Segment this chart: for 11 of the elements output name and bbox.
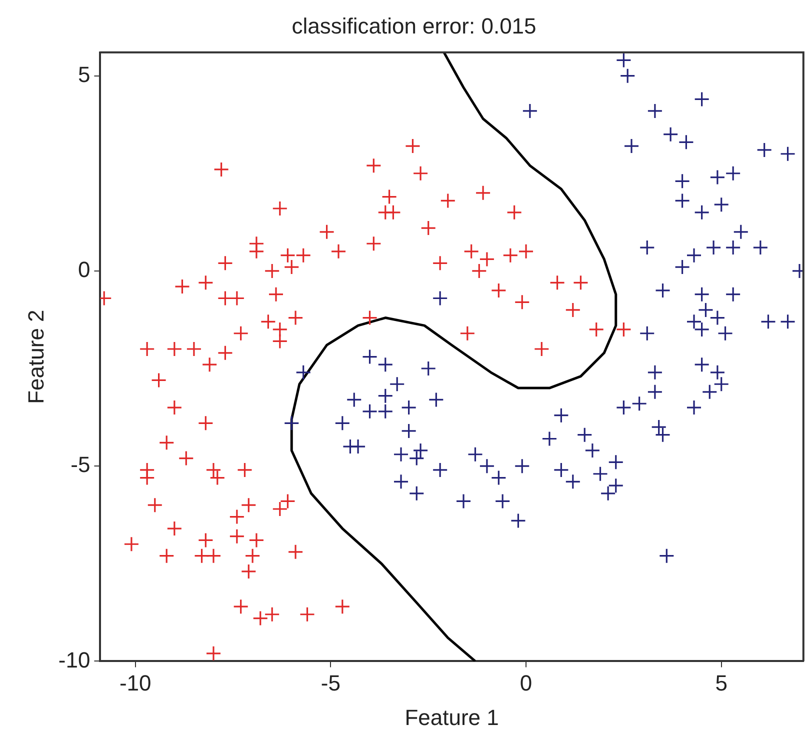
x-tick-label: -10 bbox=[119, 670, 152, 696]
x-axis-title: Feature 1 bbox=[404, 704, 499, 730]
y-tick-label: -5 bbox=[70, 452, 90, 478]
y-tick-label: 5 bbox=[78, 62, 90, 87]
x-tick-label: -5 bbox=[320, 670, 340, 696]
chart-title: classification error: 0.015 bbox=[292, 13, 536, 38]
x-tick-label: 5 bbox=[715, 670, 728, 696]
y-tick-label: -10 bbox=[58, 647, 90, 672]
x-tick-label: 0 bbox=[520, 670, 532, 696]
y-tick-label: 0 bbox=[78, 257, 90, 282]
y-axis-title: Feature 2 bbox=[23, 310, 48, 404]
